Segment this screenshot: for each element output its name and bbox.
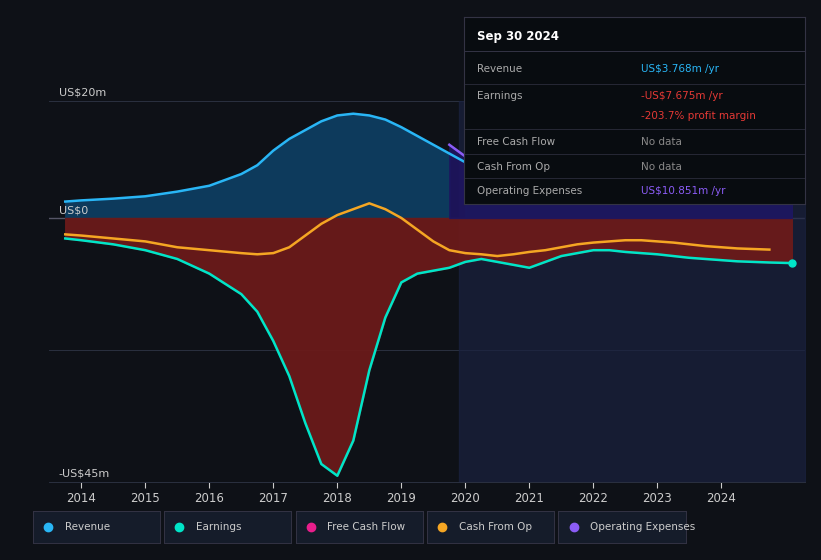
Text: US$3.768m /yr: US$3.768m /yr [641,64,719,74]
Text: Free Cash Flow: Free Cash Flow [328,522,406,532]
Text: No data: No data [641,162,682,172]
Text: -203.7% profit margin: -203.7% profit margin [641,111,756,121]
Text: -US$45m: -US$45m [59,469,110,479]
Text: No data: No data [641,138,682,147]
Text: Free Cash Flow: Free Cash Flow [478,138,556,147]
Text: US$10.851m /yr: US$10.851m /yr [641,186,726,196]
Text: Earnings: Earnings [196,522,241,532]
Text: Operating Expenses: Operating Expenses [590,522,695,532]
Text: Revenue: Revenue [65,522,110,532]
Text: Sep 30 2024: Sep 30 2024 [478,30,559,43]
Text: US$0: US$0 [59,205,88,215]
Text: Revenue: Revenue [478,64,523,74]
Text: Cash From Op: Cash From Op [459,522,532,532]
Text: Cash From Op: Cash From Op [478,162,551,172]
Text: -US$7.675m /yr: -US$7.675m /yr [641,91,722,101]
Text: Operating Expenses: Operating Expenses [478,186,583,196]
Text: Earnings: Earnings [478,91,523,101]
Text: US$20m: US$20m [59,88,106,98]
